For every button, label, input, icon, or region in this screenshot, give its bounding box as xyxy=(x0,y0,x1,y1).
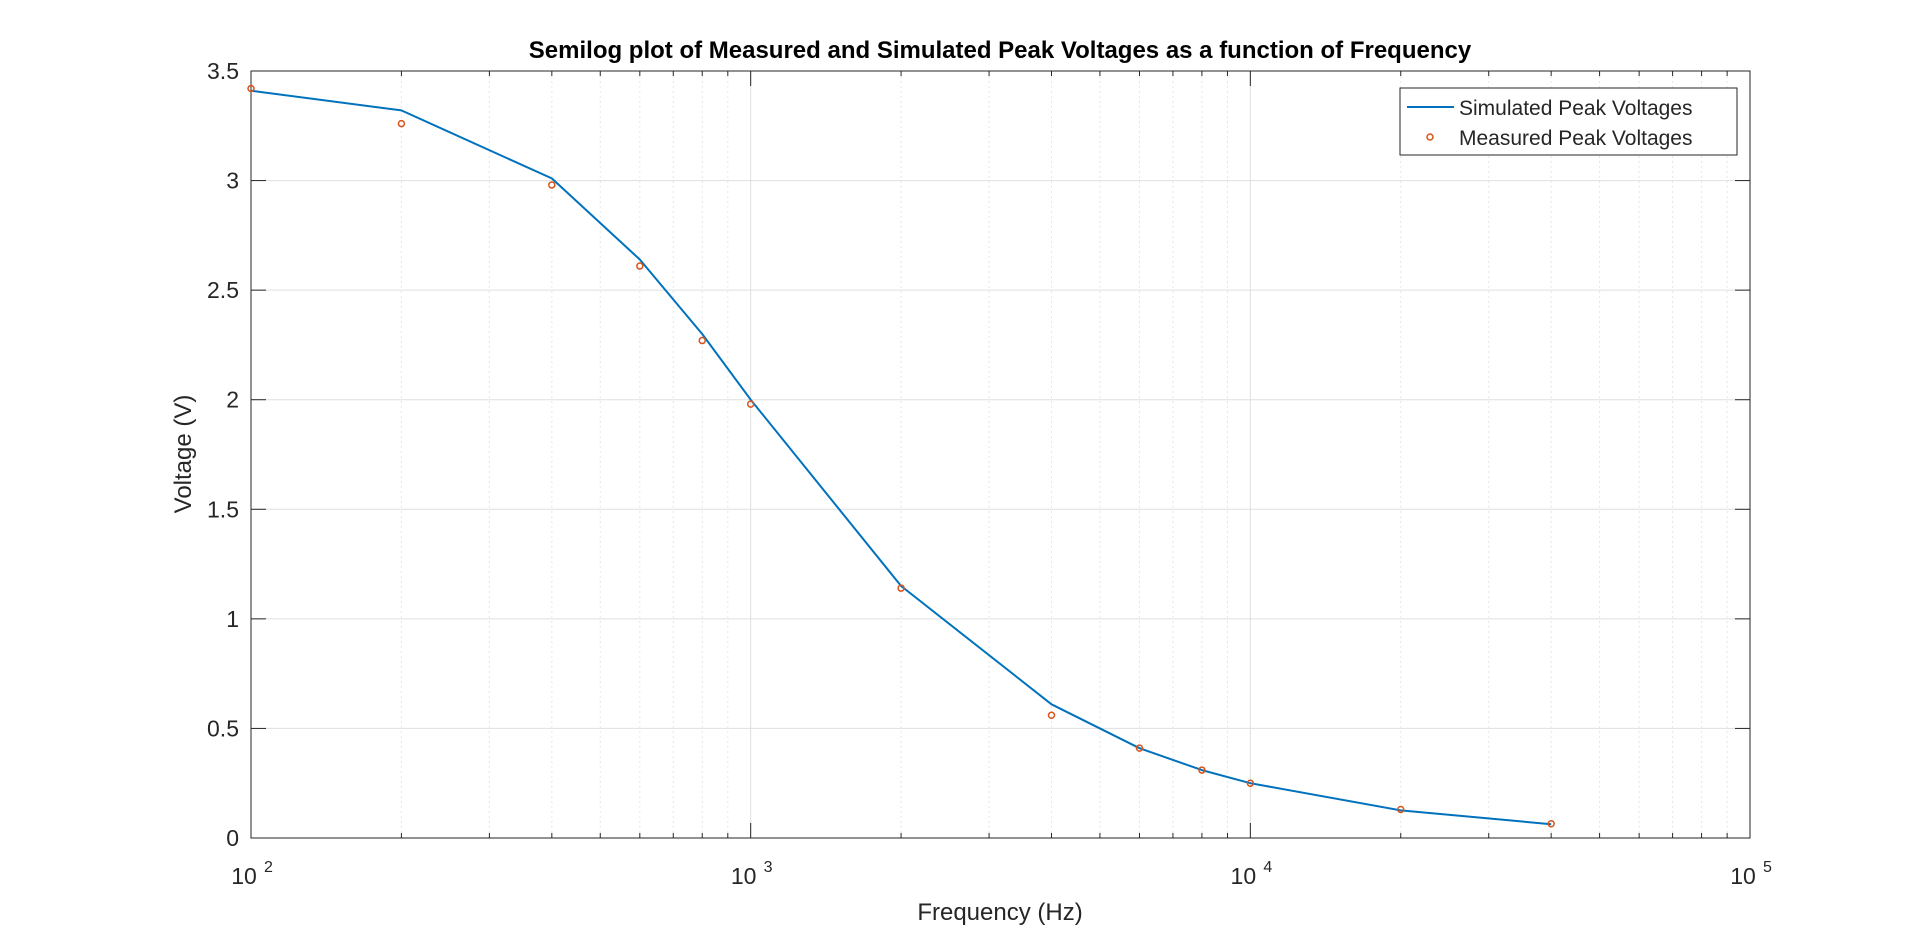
measured-data-point xyxy=(247,84,255,93)
x-tick-labels: 10 2 10 3 10 4 10 5 xyxy=(231,859,1772,889)
y-tick-label: 0 xyxy=(226,825,239,851)
measured-data-point xyxy=(1396,805,1405,814)
y-tick-label: 2.5 xyxy=(207,277,239,303)
x-tick-label-exponent: 5 xyxy=(1763,859,1772,876)
legend-label-simulated: Simulated Peak Voltages xyxy=(1459,97,1692,120)
legend-label-measured: Measured Peak Voltages xyxy=(1459,127,1692,150)
measured-data-point xyxy=(1047,711,1056,720)
measured-data-point xyxy=(698,336,706,345)
y-tick-label: 0.5 xyxy=(207,715,239,741)
measured-data-point xyxy=(1246,779,1255,787)
legend-box xyxy=(1399,87,1738,156)
y-axis-label: Voltage (V) xyxy=(170,395,197,514)
y-tick-labels: 0 0.5 1 1.5 2 2.5 3 3.5 xyxy=(207,58,239,851)
measured-data-point xyxy=(897,584,905,592)
y-tick-label: 1.5 xyxy=(207,496,239,522)
measured-data-point xyxy=(548,181,556,189)
x-tick-label: 10 xyxy=(731,863,757,889)
legend: Simulated Peak Voltages Measured Peak Vo… xyxy=(1399,87,1738,156)
y-tick-label: 2 xyxy=(226,387,239,413)
series-layer xyxy=(247,84,1555,828)
measured-data-point xyxy=(1547,820,1555,828)
x-tick-label-exponent: 2 xyxy=(264,859,273,876)
y-tick-label: 1 xyxy=(226,606,239,632)
measured-data-point xyxy=(636,262,644,270)
measured-data-point xyxy=(1135,744,1144,752)
grid-layer xyxy=(250,70,1750,839)
x-axis-label: Frequency (Hz) xyxy=(917,899,1082,926)
tick-marks xyxy=(250,70,1751,839)
y-tick-label: 3 xyxy=(226,168,239,194)
x-tick-label-exponent: 3 xyxy=(764,859,773,876)
legend-marker-swatch xyxy=(1426,133,1434,141)
x-tick-label: 10 xyxy=(1231,863,1257,889)
measured-data-point xyxy=(397,119,406,128)
measured-data-point xyxy=(1198,766,1206,774)
x-tick-label: 10 xyxy=(1730,863,1756,889)
chart-title: Semilog plot of Measured and Simulated P… xyxy=(529,37,1472,64)
y-tick-label: 3.5 xyxy=(207,58,239,84)
x-tick-label: 10 xyxy=(231,863,257,889)
measured-data-point xyxy=(746,400,755,408)
x-tick-label-exponent: 4 xyxy=(1263,859,1272,876)
simulated-series-line xyxy=(250,89,1552,826)
plot-frame xyxy=(250,70,1751,839)
